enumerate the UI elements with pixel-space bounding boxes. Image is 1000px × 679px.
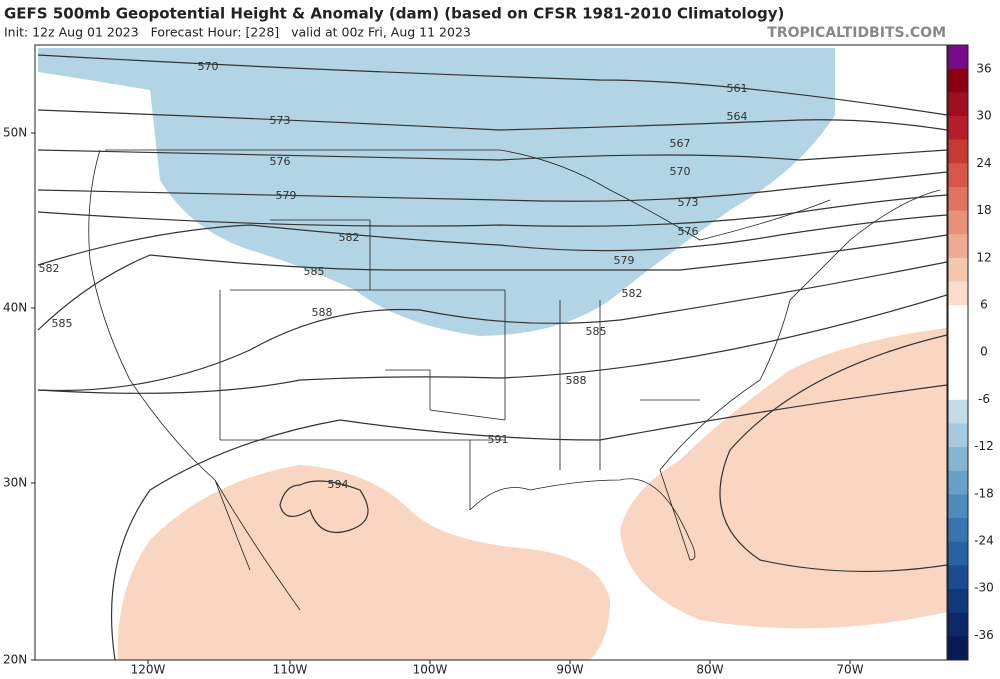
coastline	[88, 149, 941, 611]
lat-label: 20N	[3, 653, 27, 667]
contour-label: 582	[39, 262, 60, 275]
colorbar-segment	[948, 399, 968, 424]
colorbar-label: 0	[980, 345, 988, 359]
contour-label: 573	[270, 114, 291, 127]
contour-label: 576	[270, 155, 291, 168]
lon-label: 110W	[273, 663, 308, 677]
colorbar-segment	[948, 636, 968, 661]
contour-label: 567	[670, 137, 691, 150]
colorbar-label: 12	[976, 250, 991, 264]
positive-anomaly-east	[620, 328, 947, 629]
contour-label: 570	[670, 165, 691, 178]
contour	[110, 384, 947, 660]
contour-label: 579	[276, 189, 297, 202]
colorbar-segment	[948, 423, 968, 448]
contour-label: 573	[678, 196, 699, 209]
colorbar-segment	[948, 589, 968, 614]
contour	[37, 54, 947, 116]
positive-anomaly-southwest	[117, 465, 611, 660]
colorbar-segment	[948, 305, 968, 330]
colorbar-segment	[948, 565, 968, 590]
colorbar-segment	[948, 115, 968, 141]
map-frame	[34, 44, 948, 661]
contour-label: 585	[52, 317, 73, 330]
colorbar-segment	[948, 541, 968, 566]
lon-label: 70W	[836, 663, 863, 677]
colorbar-segment	[948, 210, 968, 235]
colorbar-segment	[948, 470, 968, 495]
colorbar-segment	[948, 376, 968, 401]
negative-anomaly	[38, 48, 835, 336]
colorbar-segment	[948, 139, 968, 164]
contour	[37, 149, 947, 161]
lon-label: 80W	[696, 663, 723, 677]
contour	[37, 234, 947, 331]
colorbar-label: 24	[976, 156, 991, 170]
colorbar-label: 30	[976, 109, 991, 123]
contour	[37, 194, 947, 227]
contour-label: 564	[727, 110, 748, 123]
colorbar-segment	[948, 92, 968, 117]
colorbar-label: -6	[978, 392, 990, 406]
contour-label: 579	[614, 254, 635, 267]
source: TROPICALTIDBITS.COM	[767, 25, 946, 41]
colorbar-segment	[948, 257, 968, 283]
colorbar-segment	[948, 163, 968, 188]
colorbar-segment	[948, 234, 968, 259]
lon-label: 100W	[413, 663, 448, 677]
colorbar-frame	[947, 44, 969, 661]
contour-label: 570	[198, 60, 219, 73]
contour	[37, 261, 947, 392]
colorbar-segment	[948, 281, 968, 306]
contour-label: 588	[312, 306, 333, 319]
colorbar-segment	[948, 328, 968, 353]
colorbar-segment	[948, 518, 968, 543]
contour-label: 561	[727, 82, 748, 95]
contour	[37, 109, 947, 131]
contour-label: 594	[328, 478, 349, 491]
contour	[37, 171, 947, 202]
lon-label: 90W	[556, 663, 583, 677]
colorbar-label: -24	[974, 534, 994, 548]
contour	[279, 480, 369, 534]
contour-label: 582	[622, 287, 643, 300]
colorbar-segment	[948, 494, 968, 519]
colorbar-label: 18	[976, 203, 991, 217]
colorbar-segment	[948, 45, 968, 70]
colorbar-label: -12	[974, 439, 994, 453]
colorbar-label: -18	[974, 486, 994, 500]
colorbar-segment	[948, 68, 968, 93]
colorbar-segment	[948, 186, 968, 212]
colorbar-label: -30	[974, 581, 994, 595]
map	[34, 44, 948, 661]
lat-label: 40N	[3, 301, 27, 315]
colorbar-segment	[948, 612, 968, 637]
contour-label: 585	[304, 265, 325, 278]
colorbar-segment	[948, 447, 968, 472]
title: GEFS 500mb Geopotential Height & Anomaly…	[4, 5, 784, 23]
contour	[719, 334, 947, 573]
colorbar-label: 36	[976, 62, 991, 76]
colorbar-segment	[948, 352, 968, 377]
contour-label: 591	[488, 433, 509, 446]
contour-label: 588	[566, 374, 587, 387]
colorbar-label: -36	[974, 628, 994, 642]
contour	[37, 214, 947, 266]
lat-label: 30N	[3, 476, 27, 490]
contour-label: 585	[586, 325, 607, 338]
contour-label: 576	[678, 225, 699, 238]
lon-label: 120W	[131, 663, 166, 677]
subtitle: Init: 12z Aug 01 2023 Forecast Hour: [22…	[4, 25, 471, 40]
contour-label: 582	[339, 231, 360, 244]
contour	[37, 294, 947, 394]
lat-label: 50N	[3, 126, 27, 140]
colorbar-label: 6	[980, 298, 988, 312]
